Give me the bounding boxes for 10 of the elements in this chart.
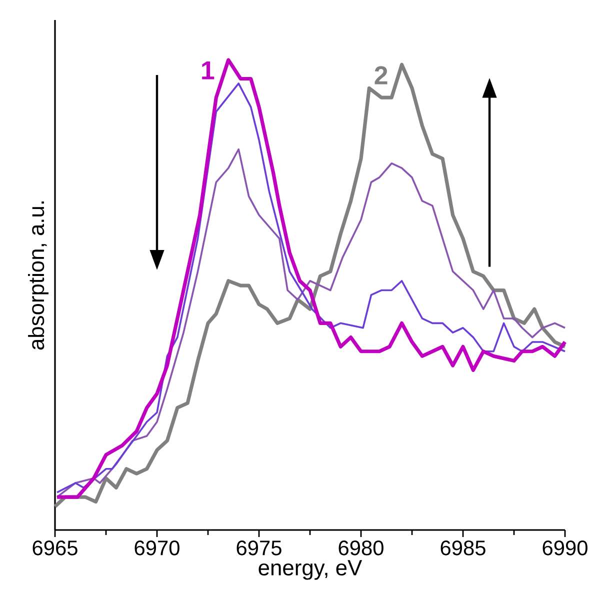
x-tick-label: 6985 — [440, 540, 486, 556]
x-tick-label: 6965 — [32, 540, 78, 556]
x-tick-label: 6970 — [134, 540, 180, 556]
x-tick-label: 6980 — [338, 540, 384, 556]
series-label: 1 — [202, 61, 214, 80]
x-axis-title: energy, eV — [258, 560, 362, 580]
y-axis-title: absorption, a.u. — [28, 201, 48, 350]
x-tick-label: 6975 — [236, 540, 282, 556]
series-label: 2 — [374, 66, 388, 84]
x-tick-label: 6990 — [542, 540, 588, 556]
